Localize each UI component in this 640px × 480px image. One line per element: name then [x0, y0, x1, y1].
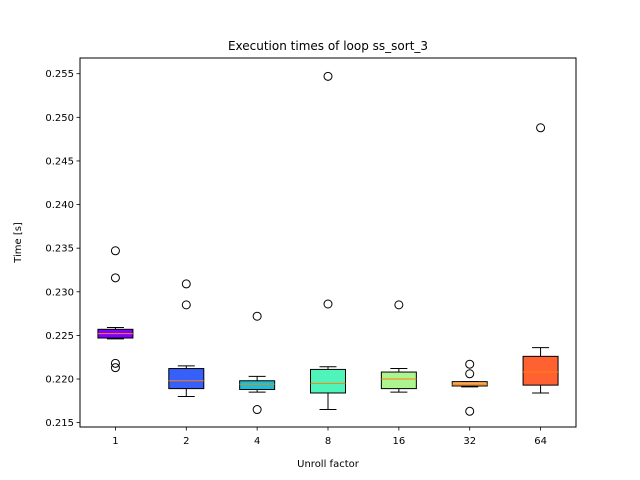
outlier-point [465, 359, 475, 369]
y-tick-label: 0.245 [45, 156, 74, 167]
y-tick-label: 0.225 [45, 331, 74, 342]
box-body [522, 355, 559, 386]
y-axis-label: Time [s] [13, 222, 24, 264]
outlier-point [181, 300, 191, 310]
outlier-point [394, 300, 404, 310]
outlier-point [536, 123, 546, 133]
y-tick-label: 0.250 [45, 113, 74, 124]
outlier-point [323, 71, 333, 81]
chart-title: Execution times of loop ss_sort_3 [228, 39, 428, 53]
outlier-point [110, 363, 120, 373]
plot-area [97, 71, 559, 416]
y-tick-label: 0.240 [45, 200, 74, 211]
y-tick-label: 0.235 [45, 244, 74, 255]
x-tick-label: 16 [392, 436, 405, 447]
y-tick-label: 0.215 [45, 418, 74, 429]
outlier-point [110, 246, 120, 256]
box-1 [97, 246, 134, 373]
box-32 [451, 359, 488, 416]
x-axis-label: Unroll factor [297, 459, 360, 470]
x-tick-label: 8 [325, 436, 331, 447]
outlier-point [110, 358, 120, 368]
x-tick-label: 1 [112, 436, 118, 447]
outlier-point [465, 369, 475, 379]
y-tick-label: 0.230 [45, 287, 74, 298]
outlier-point [465, 406, 475, 416]
box-body [239, 380, 276, 390]
outlier-point [252, 405, 262, 415]
box-2 [168, 279, 205, 397]
outlier-point [252, 311, 262, 321]
x-tick-label: 64 [534, 436, 547, 447]
box-4 [239, 311, 276, 415]
x-tick-label: 4 [254, 436, 260, 447]
y-tick-label: 0.220 [45, 375, 74, 386]
outlier-point [110, 273, 120, 283]
outlier-point [181, 279, 191, 289]
x-tick-label: 2 [183, 436, 189, 447]
y-tick-label: 0.255 [45, 69, 74, 80]
box-16 [380, 300, 417, 393]
outlier-point [323, 299, 333, 309]
box-64 [522, 123, 559, 394]
x-tick-label: 32 [463, 436, 476, 447]
box-body [310, 368, 346, 394]
box-body [380, 371, 417, 390]
box-8 [310, 71, 346, 411]
box-body [168, 368, 205, 390]
